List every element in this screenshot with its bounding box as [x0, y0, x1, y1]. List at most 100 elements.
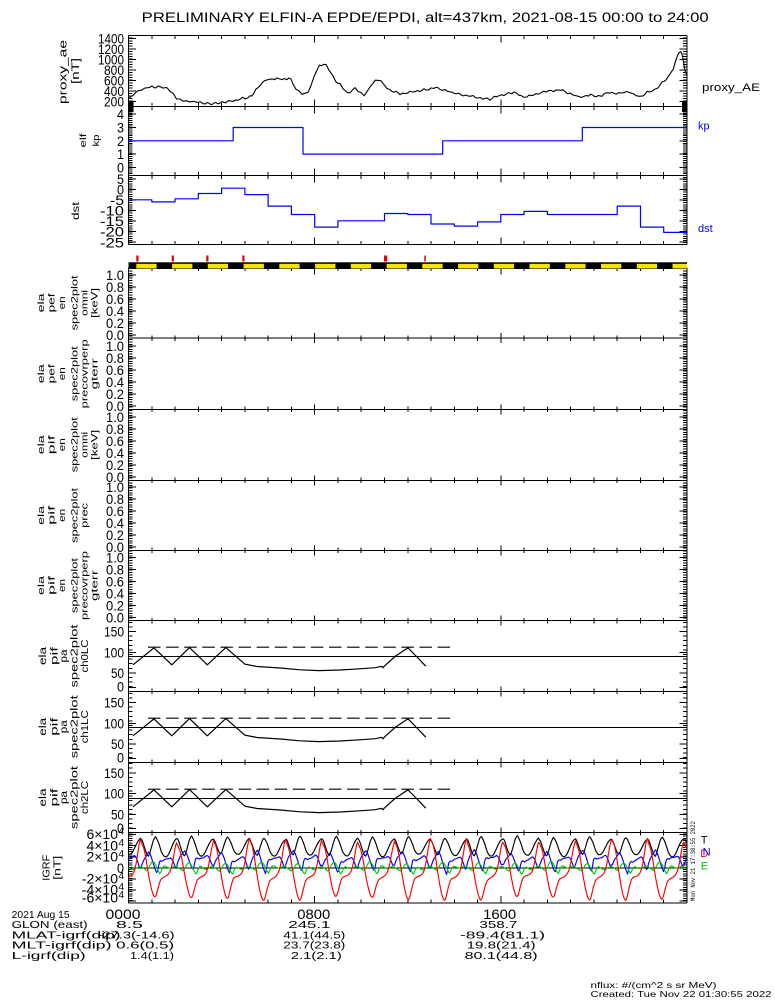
svg-text:100: 100 [104, 715, 124, 731]
svg-text:0.4: 0.4 [106, 374, 124, 390]
svg-text:4: 4 [119, 838, 125, 849]
svg-text:0.6: 0.6 [106, 362, 124, 378]
svg-text:0.2: 0.2 [106, 457, 124, 473]
svg-text:0.4: 0.4 [106, 585, 124, 601]
svg-text:PRELIMINARY ELFIN-A EPDE/EPDI,: PRELIMINARY ELFIN-A EPDE/EPDI, alt=437km… [142, 10, 709, 25]
svg-text:ch0LC: ch0LC [80, 640, 91, 673]
svg-text:150: 150 [104, 765, 124, 781]
svg-text:dst: dst [698, 223, 713, 235]
svg-text:ela: ela [36, 364, 46, 383]
svg-text:0.8: 0.8 [106, 561, 124, 577]
svg-text:[nT]: [nT] [70, 58, 82, 84]
svg-text:MLAT-igrf(dip): MLAT-igrf(dip) [12, 929, 121, 941]
svg-text:100: 100 [104, 644, 124, 660]
svg-text:-89.4(81.1): -89.4(81.1) [460, 929, 545, 941]
svg-text:en: en [57, 367, 67, 380]
svg-text:-27.3(-14.6): -27.3(-14.6) [98, 929, 175, 941]
svg-text:-5: -5 [110, 192, 124, 208]
svg-text:0.2: 0.2 [106, 315, 124, 331]
svg-text:0.4: 0.4 [106, 445, 124, 461]
svg-text:nflux: #/(cm^2 s sr MeV): nflux: #/(cm^2 s sr MeV) [591, 980, 717, 990]
svg-text:0.6: 0.6 [106, 291, 124, 307]
svg-text:pif: pif [50, 717, 61, 735]
svg-text:ela: ela [36, 506, 46, 525]
svg-text:E: E [701, 861, 708, 873]
svg-text:4: 4 [119, 849, 125, 860]
svg-text:-25: -25 [100, 234, 124, 250]
svg-text:D: D [700, 848, 708, 860]
svg-text:0.2: 0.2 [106, 386, 124, 402]
svg-text:1.0: 1.0 [106, 267, 124, 283]
svg-text:4: 4 [119, 882, 125, 893]
svg-text:50: 50 [111, 665, 124, 681]
svg-text:1400: 1400 [98, 31, 124, 47]
svg-text:400: 400 [104, 83, 124, 99]
svg-text:kp: kp [91, 135, 102, 147]
svg-text:6×10: 6×10 [86, 826, 118, 842]
svg-text:600: 600 [104, 73, 124, 89]
svg-text:4: 4 [119, 871, 125, 882]
svg-text:gterr: gterr [90, 358, 100, 389]
svg-text:GLON (east): GLON (east) [12, 919, 88, 931]
svg-text:proxy_AE: proxy_AE [702, 82, 760, 94]
svg-text:0.0: 0.0 [106, 539, 124, 555]
svg-text:IGRF: IGRF [42, 855, 53, 881]
svg-text:pif: pif [50, 647, 61, 665]
svg-text:358.7: 358.7 [479, 919, 517, 931]
svg-text:prec: prec [79, 502, 89, 528]
svg-text:precovrperp: precovrperp [79, 551, 89, 620]
svg-text:Created: Tue Nov 22 01:30:55 2: Created: Tue Nov 22 01:30:55 2022 [591, 989, 772, 999]
svg-text:4: 4 [119, 827, 125, 838]
svg-text:pif: pif [47, 575, 57, 595]
svg-text:2: 2 [117, 133, 124, 149]
svg-text:en: en [57, 438, 67, 451]
svg-text:0: 0 [117, 159, 124, 175]
svg-text:0.6: 0.6 [106, 503, 124, 519]
svg-text:4×10: 4×10 [86, 837, 118, 853]
svg-text:spec2plot: spec2plot [70, 695, 81, 758]
svg-text:ch1LC: ch1LC [80, 710, 91, 743]
svg-text:spec2plot: spec2plot [70, 275, 80, 331]
svg-text:80.1(44.8): 80.1(44.8) [465, 950, 538, 962]
svg-text:0.0: 0.0 [106, 609, 124, 625]
svg-text:L-igrf(dip): L-igrf(dip) [12, 950, 86, 962]
svg-text:200: 200 [104, 94, 124, 110]
svg-text:1.0: 1.0 [106, 479, 124, 495]
svg-text:4: 4 [119, 890, 125, 901]
svg-text:100: 100 [104, 786, 124, 802]
svg-text:0: 0 [117, 750, 124, 766]
svg-text:2021 Aug 15: 2021 Aug 15 [12, 909, 70, 921]
svg-text:en: en [57, 509, 67, 522]
svg-text:elf: elf [78, 133, 89, 147]
svg-text:[keV]: [keV] [90, 288, 100, 318]
svg-text:pif: pif [47, 434, 57, 454]
svg-text:1.4(1.1): 1.4(1.1) [130, 950, 174, 962]
svg-text:4: 4 [117, 106, 124, 122]
svg-text:1: 1 [117, 146, 124, 162]
svg-text:2.1(2.1): 2.1(2.1) [291, 950, 342, 962]
svg-text:0.8: 0.8 [106, 350, 124, 366]
svg-text:omni: omni [79, 290, 89, 316]
svg-text:en: en [57, 296, 67, 309]
svg-text:800: 800 [104, 62, 124, 78]
svg-text:1.0: 1.0 [106, 409, 124, 425]
svg-text:pef: pef [47, 293, 57, 313]
svg-text:N: N [703, 847, 711, 859]
svg-text:spec2plot: spec2plot [70, 487, 80, 543]
svg-text:-2×10: -2×10 [82, 871, 118, 887]
svg-text:-4×10: -4×10 [82, 882, 118, 898]
svg-text:pef: pef [47, 363, 57, 383]
svg-text:ela: ela [36, 435, 46, 454]
svg-text:ela: ela [38, 646, 49, 665]
svg-text:0.8: 0.8 [106, 421, 124, 437]
svg-text:50: 50 [111, 736, 124, 752]
svg-text:pa: pa [59, 649, 70, 663]
svg-text:precovrperp: precovrperp [79, 339, 89, 408]
svg-text:0: 0 [117, 679, 124, 695]
svg-text:19.8(21.4): 19.8(21.4) [467, 940, 536, 952]
svg-text:spec2plot: spec2plot [70, 624, 81, 687]
svg-text:0.0: 0.0 [106, 398, 124, 414]
svg-text:0.4: 0.4 [106, 303, 124, 319]
svg-text:1.0: 1.0 [106, 338, 124, 354]
svg-text:spec2plot: spec2plot [70, 417, 80, 473]
